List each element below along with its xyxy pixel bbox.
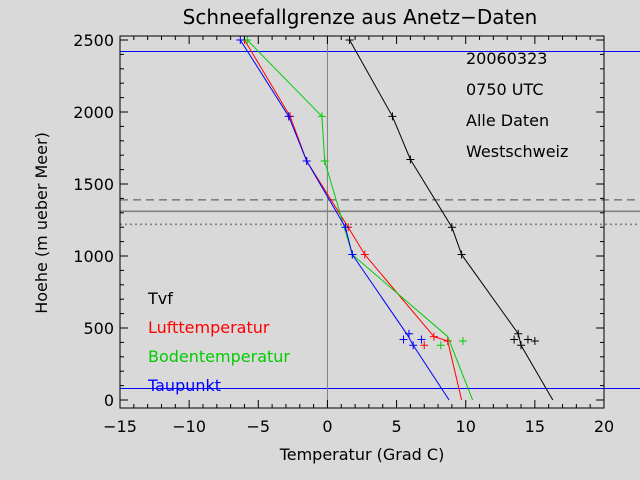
data-point-bodentemperatur-0 [436,341,445,350]
info-time: 0750 UTC [466,80,544,99]
data-point-bodentemperatur-3 [320,156,329,165]
data-point-bodentemperatur-4 [317,112,326,121]
series-line-bodentemperatur [246,39,474,401]
data-point-tvf-5 [457,250,466,259]
info-box: 20060323 0750 UTC Alle Daten Westschweiz [466,49,568,161]
y-axis-label: Hoehe (m ueber Meer) [32,132,51,314]
data-point-tvf-8 [388,112,397,121]
y-tick-label: 2000 [73,103,114,122]
series-line-lufttemperatur [244,39,463,401]
series-layer [236,36,554,401]
y-tick-label: 2500 [73,31,114,50]
data-point-lufttemperatur-0 [420,341,429,350]
legend-item-tvf: Tvf [147,289,173,308]
data-point-bodentemperatur-1 [458,336,467,345]
legend-item-taupunkt: Taupunkt [147,376,221,395]
y-tick-label: 1000 [73,247,114,266]
data-point-tvf-2 [523,335,532,344]
series-line-taupunkt [239,39,450,401]
y-tick-label: 0 [104,391,114,410]
data-point-taupunkt-7 [284,112,293,121]
data-point-tvf-9 [345,36,354,44]
x-tick-label: −5 [246,417,270,436]
data-point-taupunkt-4 [348,250,357,259]
data-point-taupunkt-3 [405,329,414,338]
x-axis: −15 −10 −5 0 5 10 15 20 [103,36,614,436]
chart-title: Schneefallgrenze aus Anetz−Daten [183,5,538,29]
data-point-taupunkt-5 [341,223,350,232]
y-tick-label: 500 [83,319,114,338]
x-tick-label: −10 [172,417,206,436]
data-point-tvf-6 [447,223,456,232]
x-tick-label: 15 [525,417,545,436]
x-tick-label: 10 [456,417,476,436]
data-point-tvf-4 [514,329,523,338]
info-region: Westschweiz [466,142,568,161]
y-axis: 0 500 1000 1500 2000 2500 [73,31,604,410]
legend-item-lufttemperatur: Lufttemperatur [148,318,270,337]
data-point-taupunkt-1 [399,335,408,344]
x-axis-label: Temperatur (Grad C) [279,445,445,464]
data-point-taupunkt-2 [417,335,426,344]
legend: Tvf Lufttemperatur Bodentemperatur Taupu… [147,289,290,395]
data-point-tvf-7 [406,155,415,164]
y-tick-label: 1500 [73,175,114,194]
data-point-tvf-3 [530,336,539,345]
info-dataset: Alle Daten [466,111,549,130]
x-tick-label: −15 [103,417,137,436]
x-tick-label: 20 [594,417,614,436]
data-point-taupunkt-6 [302,156,311,165]
data-point-lufttemperatur-1 [443,336,452,345]
x-tick-label: 5 [391,417,401,436]
legend-item-bodentemperatur: Bodentemperatur [148,347,290,366]
data-point-tvf-1 [510,335,519,344]
data-point-tvf-0 [517,341,526,350]
data-point-taupunkt-0 [409,341,418,350]
reference-lines [120,36,640,408]
data-point-taupunkt-8 [236,36,245,44]
info-date: 20060323 [466,49,547,68]
plot-frame [119,35,605,409]
data-point-lufttemperatur-3 [360,250,369,259]
x-tick-label: 0 [322,417,332,436]
data-point-lufttemperatur-2 [429,332,438,341]
